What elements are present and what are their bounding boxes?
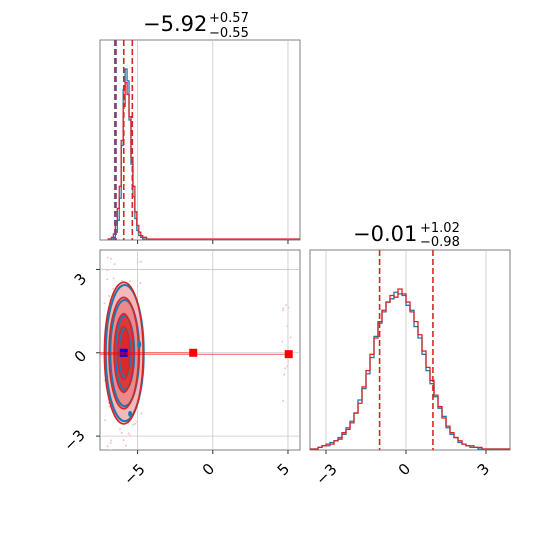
panel-bottom-left xyxy=(99,249,301,451)
markers xyxy=(100,348,293,359)
ytick-label: 3 xyxy=(71,270,90,289)
xticks-bottom-left: −5 0 5 xyxy=(120,460,293,489)
marker-red xyxy=(284,350,293,359)
scatter-point xyxy=(112,287,115,290)
scatter-point xyxy=(121,279,124,282)
scatter-point xyxy=(120,431,123,434)
scatter-point xyxy=(122,439,125,442)
histogram-series-red xyxy=(107,81,300,240)
title-top-left-minus: −0.55 xyxy=(209,26,249,41)
scatter-point xyxy=(287,360,290,363)
histogram-series-blue xyxy=(310,291,510,450)
scatter-point xyxy=(110,439,113,442)
title-top-left-value: −5.92 xyxy=(143,12,207,36)
xtick-label: 0 xyxy=(199,460,218,479)
scatter-point xyxy=(287,306,290,309)
scatter-point xyxy=(113,263,116,266)
scatter-point xyxy=(289,336,292,339)
scatter-point xyxy=(286,325,289,328)
scatter-point xyxy=(281,399,284,402)
scatter-point xyxy=(134,422,137,425)
ytick-label: 0 xyxy=(71,347,90,366)
xtick-label: −5 xyxy=(120,460,148,488)
contour-island-blue xyxy=(137,340,142,349)
scatter-point xyxy=(109,449,112,450)
scatter-point xyxy=(136,420,139,423)
scatter-point xyxy=(106,278,109,281)
yticks-bottom-left: 3 0 −3 xyxy=(60,270,90,455)
tick-layer xyxy=(96,240,487,454)
scatter-point xyxy=(106,269,109,272)
scatter-point xyxy=(124,444,127,447)
scatter-point xyxy=(136,260,139,263)
xtick-label: 0 xyxy=(395,460,414,479)
scatter-point xyxy=(140,412,143,415)
ytick-label: −3 xyxy=(60,426,88,454)
title-top-left-plus: +0.57 xyxy=(209,11,249,26)
scatter-point xyxy=(109,257,112,260)
scatter-point xyxy=(286,365,289,368)
scatter-point xyxy=(118,428,121,431)
bottom-left-plot-area xyxy=(100,250,300,450)
scatter-point xyxy=(284,367,287,370)
title-bottom-right-value: −0.01 xyxy=(353,222,417,246)
xtick-label: −3 xyxy=(312,460,340,488)
scatter-point xyxy=(106,256,109,259)
xtick-label: 3 xyxy=(474,460,493,479)
title-bottom-right-plus: +1.02 xyxy=(420,221,460,236)
contour-island-blue xyxy=(128,410,133,417)
scatter-point xyxy=(112,277,115,280)
panel-top-left xyxy=(99,39,301,241)
scatter-point xyxy=(132,423,135,426)
xtick-label: 5 xyxy=(274,460,293,479)
scatter-point xyxy=(285,303,288,306)
scatter-point xyxy=(103,302,106,305)
scatter-point xyxy=(106,445,109,448)
scatter-point xyxy=(109,442,112,445)
scatter-point xyxy=(139,260,142,263)
scatter-point xyxy=(283,373,286,376)
scatter-point xyxy=(281,340,284,343)
histogram-series-red xyxy=(310,288,510,450)
scatter-point xyxy=(104,419,107,422)
scatter-point xyxy=(108,295,111,298)
top-left-plot-area xyxy=(107,40,300,240)
panel-bottom-right xyxy=(309,249,511,451)
scatter-point xyxy=(127,432,130,435)
marker-red xyxy=(189,348,198,357)
title-top-left: −5.92 +0.57 −0.55 xyxy=(143,11,249,41)
title-bottom-right: −0.01 +1.02 −0.98 xyxy=(353,221,460,250)
scatter-point xyxy=(281,309,284,312)
scatter-point xyxy=(128,434,131,437)
scatter-point xyxy=(139,281,142,284)
scatter-point xyxy=(129,280,132,283)
title-bottom-right-minus: −0.98 xyxy=(420,235,460,250)
xticks-bottom-right: −3 0 3 xyxy=(312,460,493,489)
bottom-right-plot-area xyxy=(310,250,510,450)
scatter-point xyxy=(282,307,285,310)
scatter-point xyxy=(108,405,111,408)
